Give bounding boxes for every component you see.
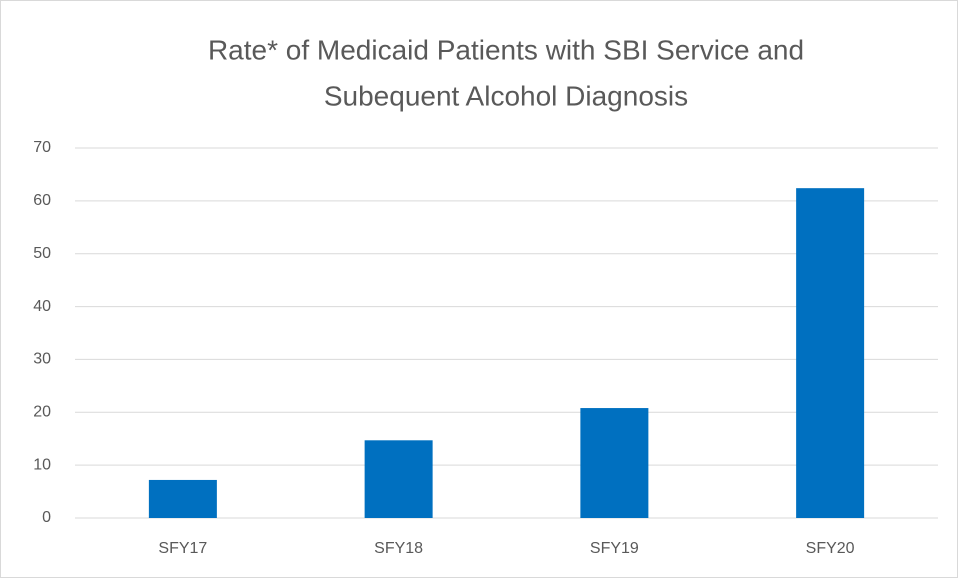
- bar: [796, 188, 865, 518]
- y-tick-label: 60: [33, 192, 51, 209]
- x-tick-label: SFY18: [374, 540, 423, 557]
- y-tick-label: 0: [42, 509, 51, 526]
- bar: [148, 479, 217, 518]
- bar: [580, 408, 649, 518]
- chart-title: Rate* of Medicaid Patients with SBI Serv…: [208, 34, 804, 65]
- y-tick-label: 30: [33, 351, 51, 368]
- y-tick-label: 40: [33, 298, 51, 315]
- x-tick-label: SFY20: [806, 540, 855, 557]
- y-tick-label: 70: [33, 139, 51, 156]
- chart-title: Subequent Alcohol Diagnosis: [324, 80, 688, 111]
- y-tick-label: 20: [33, 404, 51, 421]
- y-tick-label: 50: [33, 245, 51, 262]
- y-tick-label: 10: [33, 456, 51, 473]
- x-tick-label: SFY19: [590, 540, 639, 557]
- x-tick-label: SFY17: [158, 540, 207, 557]
- bar: [364, 440, 433, 518]
